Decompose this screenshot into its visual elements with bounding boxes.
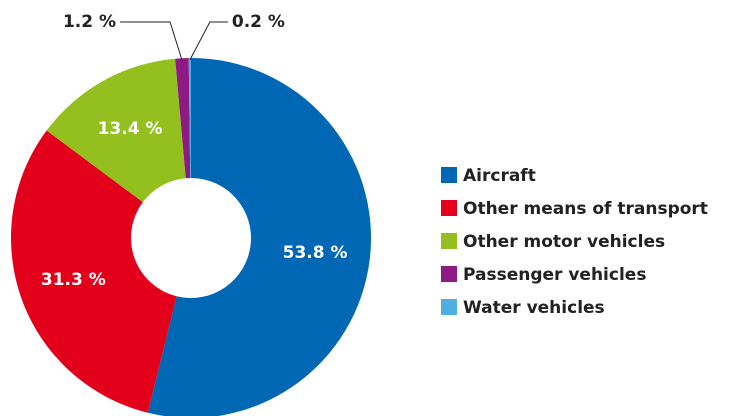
legend-label: Other motor vehicles bbox=[463, 232, 665, 252]
legend-label: Passenger vehicles bbox=[463, 265, 646, 285]
legend-swatch bbox=[441, 167, 457, 183]
slice-label: 1.2 % bbox=[63, 12, 116, 32]
leader-line bbox=[120, 21, 183, 61]
legend-swatch bbox=[441, 266, 457, 282]
slice-label: 53.8 % bbox=[283, 243, 348, 263]
legend-label: Other means of transport bbox=[463, 199, 708, 219]
legend-swatch bbox=[441, 200, 457, 216]
legend-swatch bbox=[441, 233, 457, 249]
legend-label: Water vehicles bbox=[463, 298, 605, 318]
slice-label: 0.2 % bbox=[232, 12, 285, 32]
donut-slice bbox=[147, 58, 371, 416]
donut-slice bbox=[46, 58, 186, 203]
legend-label: Aircraft bbox=[463, 166, 536, 186]
donut-slice bbox=[188, 58, 191, 179]
slice-label: 13.4 % bbox=[98, 119, 163, 139]
donut-slice bbox=[11, 130, 177, 413]
leader-line bbox=[189, 21, 228, 61]
slice-label: 31.3 % bbox=[41, 270, 106, 290]
donut-slice bbox=[175, 58, 191, 179]
legend-swatch bbox=[441, 299, 457, 315]
